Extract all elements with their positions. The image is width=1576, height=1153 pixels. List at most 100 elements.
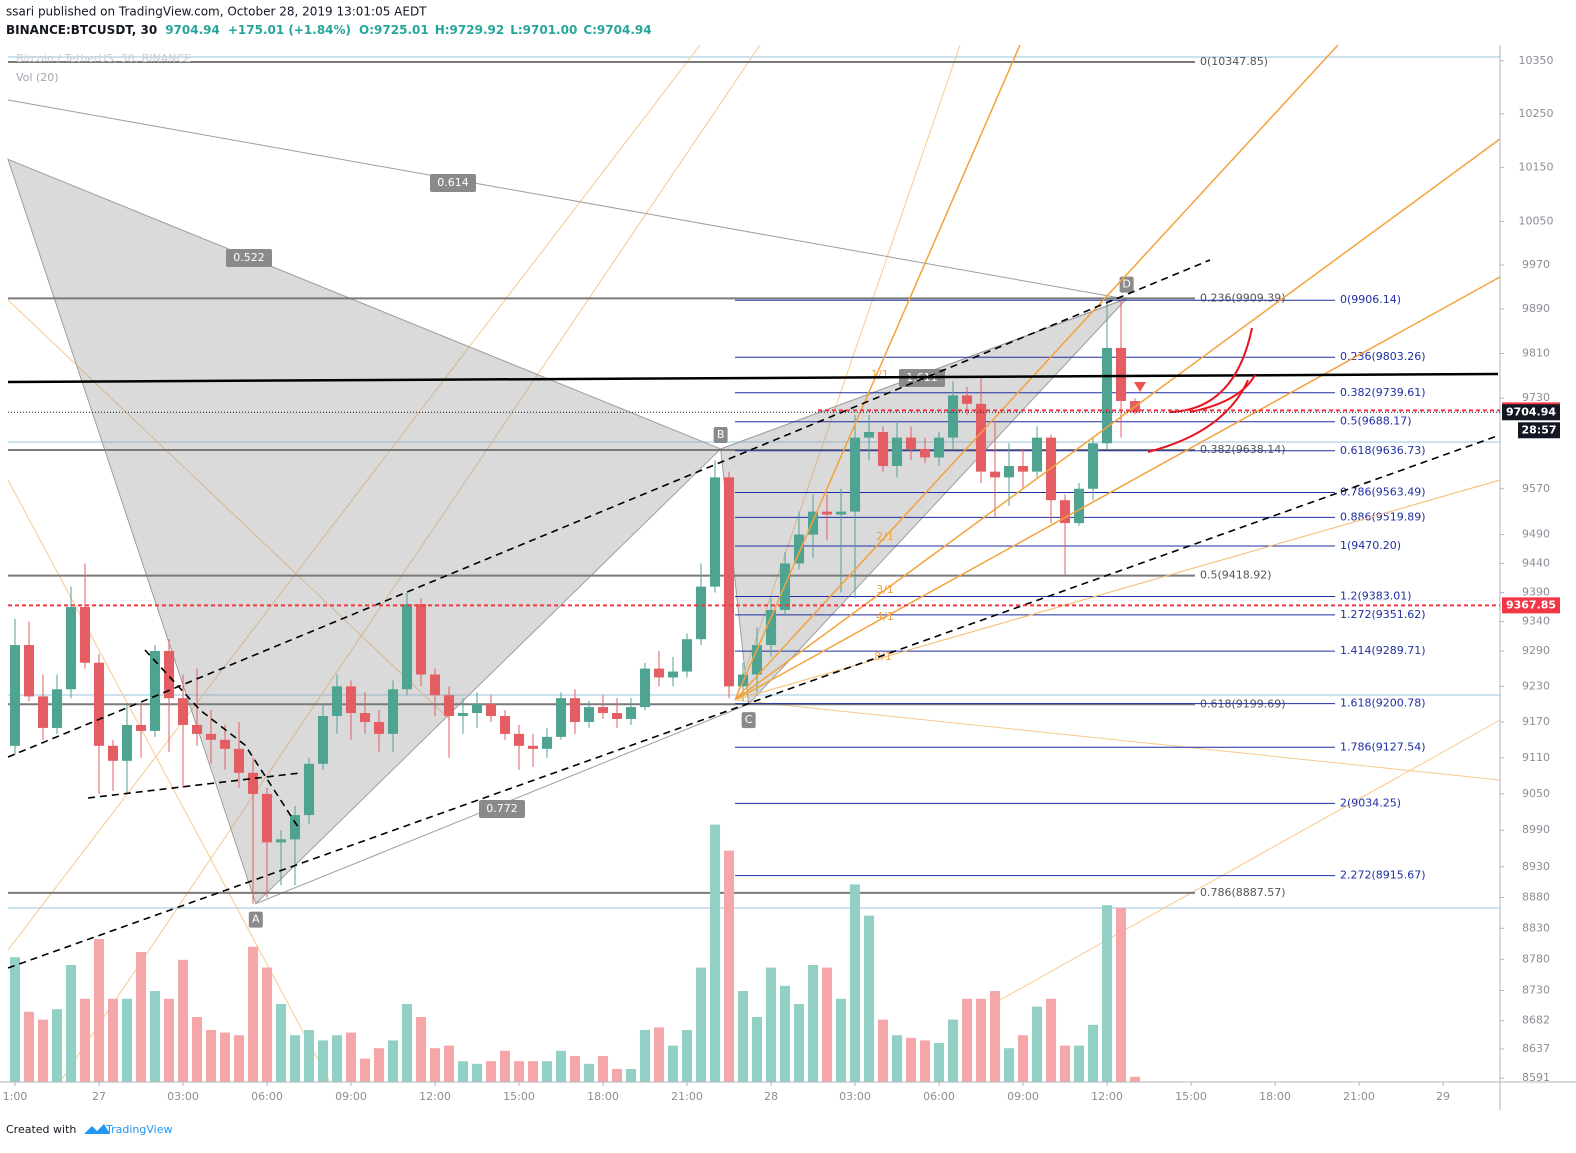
y-tick-label: 9340 — [1522, 615, 1550, 628]
x-tick-label: 09:00 — [335, 1090, 367, 1103]
countdown-label: 28:57 — [1521, 423, 1556, 436]
candle-body — [1003, 465, 1015, 478]
volume-bar — [1101, 905, 1113, 1082]
volume-bar — [65, 965, 77, 1082]
fib-label: 0.618(9636.73) — [1340, 444, 1426, 457]
volume-bar — [485, 1061, 497, 1082]
candle-body — [1059, 500, 1071, 524]
point-label-bg — [248, 911, 263, 928]
candle-body — [65, 607, 77, 690]
volume-bar — [457, 1061, 469, 1082]
symbol-line: BINANCE:BTCUSDT, 30 9704.94 +175.01 (+1.84… — [6, 23, 652, 37]
pattern-fill — [7, 158, 722, 905]
point-label-bg — [713, 426, 728, 443]
point-label: A — [252, 913, 260, 926]
volume-bar — [471, 1063, 483, 1082]
candle-body — [611, 713, 623, 719]
volume-bar — [975, 998, 987, 1082]
candle-body — [835, 511, 847, 515]
volume-bar — [709, 824, 721, 1082]
y-tick-label: 10150 — [1519, 160, 1554, 173]
volume-bar — [387, 1040, 399, 1082]
candle-body — [317, 716, 329, 764]
volume-bar — [443, 1045, 455, 1082]
candle-body — [289, 815, 301, 840]
candle-body — [499, 716, 511, 734]
x-tick-label: 12:00 — [1091, 1090, 1123, 1103]
fib-label: 0.382(9638.14) — [1200, 443, 1286, 456]
high: H:9729.92 — [435, 23, 505, 37]
volume-bar — [247, 946, 259, 1082]
candle-body — [975, 403, 987, 472]
x-tick-label: 21:00 — [1343, 1090, 1375, 1103]
candle-body — [1073, 488, 1085, 524]
volume-bar — [555, 1050, 567, 1082]
footer-brand: TradingView — [105, 1123, 172, 1136]
candle-body — [625, 707, 637, 719]
volume-bar — [79, 998, 91, 1082]
volume-bar — [919, 1040, 931, 1082]
volume-bar — [415, 1017, 427, 1082]
candle-body — [681, 639, 693, 672]
y-tick-label: 8930 — [1522, 860, 1550, 873]
volume-bar — [499, 1050, 511, 1082]
price-tag — [1502, 597, 1560, 614]
candle-body — [947, 395, 959, 438]
fib-label: 0.236(9803.26) — [1340, 350, 1426, 363]
fib-label: 1.2(9383.01) — [1340, 590, 1412, 603]
candle-body — [807, 511, 819, 535]
y-tick-label: 8682 — [1522, 1014, 1550, 1027]
x-tick-label: 06:00 — [923, 1090, 955, 1103]
volume-bar — [331, 1035, 343, 1082]
point-label-bg — [1119, 276, 1134, 293]
candle-body — [1031, 437, 1043, 472]
y-tick-label: 8830 — [1522, 921, 1550, 934]
volume-bar — [233, 1035, 245, 1082]
y-tick-label: 8990 — [1522, 823, 1550, 836]
x-tick-label: 03:00 — [167, 1090, 199, 1103]
volume-bar — [401, 1004, 413, 1082]
volume-bar — [681, 1030, 693, 1082]
volume-bar — [513, 1061, 525, 1082]
volume-bar — [1087, 1024, 1099, 1082]
trend-line — [7, 99, 1121, 299]
ratio-label-bg — [479, 800, 525, 818]
candle-body — [443, 695, 455, 717]
candle-body — [51, 689, 63, 728]
fib-label: 1.414(9289.71) — [1340, 644, 1426, 657]
volume-bar — [905, 1037, 917, 1082]
fan-lines — [734, 44, 1501, 701]
volume-bar — [205, 1030, 217, 1082]
candle-body — [793, 534, 805, 564]
candle-body — [583, 707, 595, 722]
y-tick-label: 9810 — [1522, 346, 1550, 359]
y-tick-label: 9970 — [1522, 258, 1550, 271]
volume-bar — [121, 998, 133, 1082]
volume-bar — [9, 957, 21, 1082]
countdown-tag — [1518, 422, 1560, 439]
candle-body — [275, 839, 287, 843]
candle-body — [751, 645, 763, 675]
y-tick-label: 9290 — [1522, 644, 1550, 657]
volume-bar — [345, 1032, 357, 1082]
volume-bar — [989, 991, 1001, 1082]
candle-body — [849, 437, 861, 512]
y-tick-label: 9050 — [1522, 787, 1550, 800]
volume-bar — [891, 1035, 903, 1082]
volume-bar — [541, 1061, 553, 1082]
point-label: B — [717, 428, 725, 441]
open: O:9725.01 — [359, 23, 429, 37]
low: L:9701.00 — [510, 23, 577, 37]
volume-bar — [737, 991, 749, 1082]
x-tick-label: 27 — [92, 1090, 106, 1103]
volume-bar — [1003, 1048, 1015, 1082]
x-tick-label: 03:00 — [839, 1090, 871, 1103]
volume-bar — [1073, 1045, 1085, 1082]
volume-bar — [863, 915, 875, 1082]
candle-body — [23, 645, 35, 697]
change: +175.01 (+1.84%) — [228, 23, 351, 37]
volume-bar — [849, 884, 861, 1082]
legend-volume: Vol (20) — [16, 71, 59, 84]
volume-bar — [569, 1056, 581, 1082]
fib-label: 0(10347.85) — [1200, 55, 1268, 68]
